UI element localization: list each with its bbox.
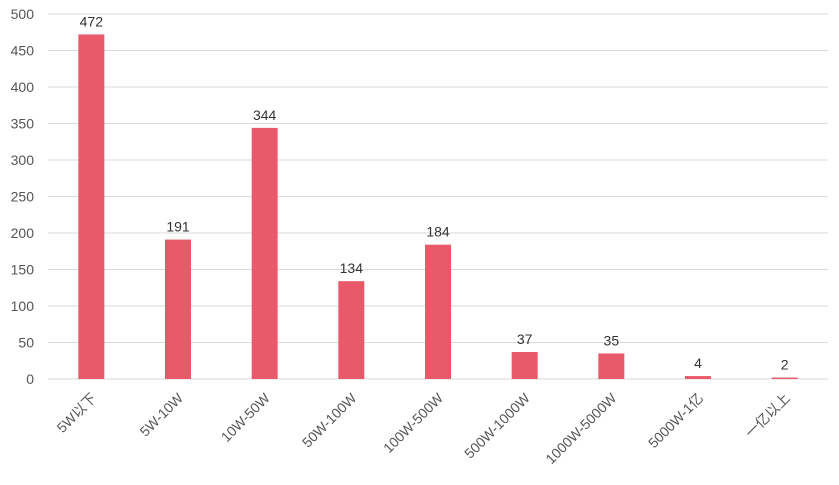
data-label: 2 [781, 357, 789, 373]
y-tick-label: 0 [26, 371, 34, 387]
y-tick-label: 450 [11, 43, 35, 59]
bar [771, 377, 798, 379]
x-tick-label: 1000W-5000W [542, 389, 620, 467]
y-tick-label: 250 [11, 189, 35, 205]
data-label: 472 [80, 13, 104, 29]
bar [338, 281, 365, 379]
y-tick-label: 150 [11, 262, 35, 278]
y-tick-label: 400 [11, 79, 35, 95]
bar [425, 244, 451, 379]
y-tick-label: 500 [11, 6, 35, 22]
x-tick-label: 500W-1000W [461, 389, 533, 461]
x-tick-label: 50W-100W [299, 389, 360, 450]
y-tick-label: 350 [11, 116, 35, 132]
bar [78, 34, 105, 379]
x-tick-label: 一亿以上 [742, 390, 793, 441]
bar [685, 376, 711, 379]
x-tick-label: 10W-50W [218, 389, 274, 445]
y-tick-label: 100 [11, 298, 35, 314]
data-label: 35 [604, 332, 620, 348]
data-label: 191 [166, 219, 190, 235]
y-tick-label: 300 [11, 152, 35, 168]
y-tick-label: 200 [11, 225, 35, 241]
bar [511, 351, 538, 379]
data-label: 134 [340, 260, 364, 276]
data-label: 184 [426, 224, 450, 240]
data-label: 4 [694, 355, 702, 371]
x-tick-label: 5000W-1亿 [645, 390, 706, 451]
y-tick-label: 50 [18, 335, 34, 351]
bar [165, 239, 191, 379]
x-tick-label: 5W以下 [53, 390, 99, 436]
bar [598, 353, 625, 379]
data-label: 37 [517, 331, 533, 347]
bar [251, 127, 278, 379]
x-tick-label: 5W-10W [136, 389, 186, 439]
x-tick-label: 100W-500W [380, 389, 447, 456]
data-label: 344 [253, 107, 277, 123]
